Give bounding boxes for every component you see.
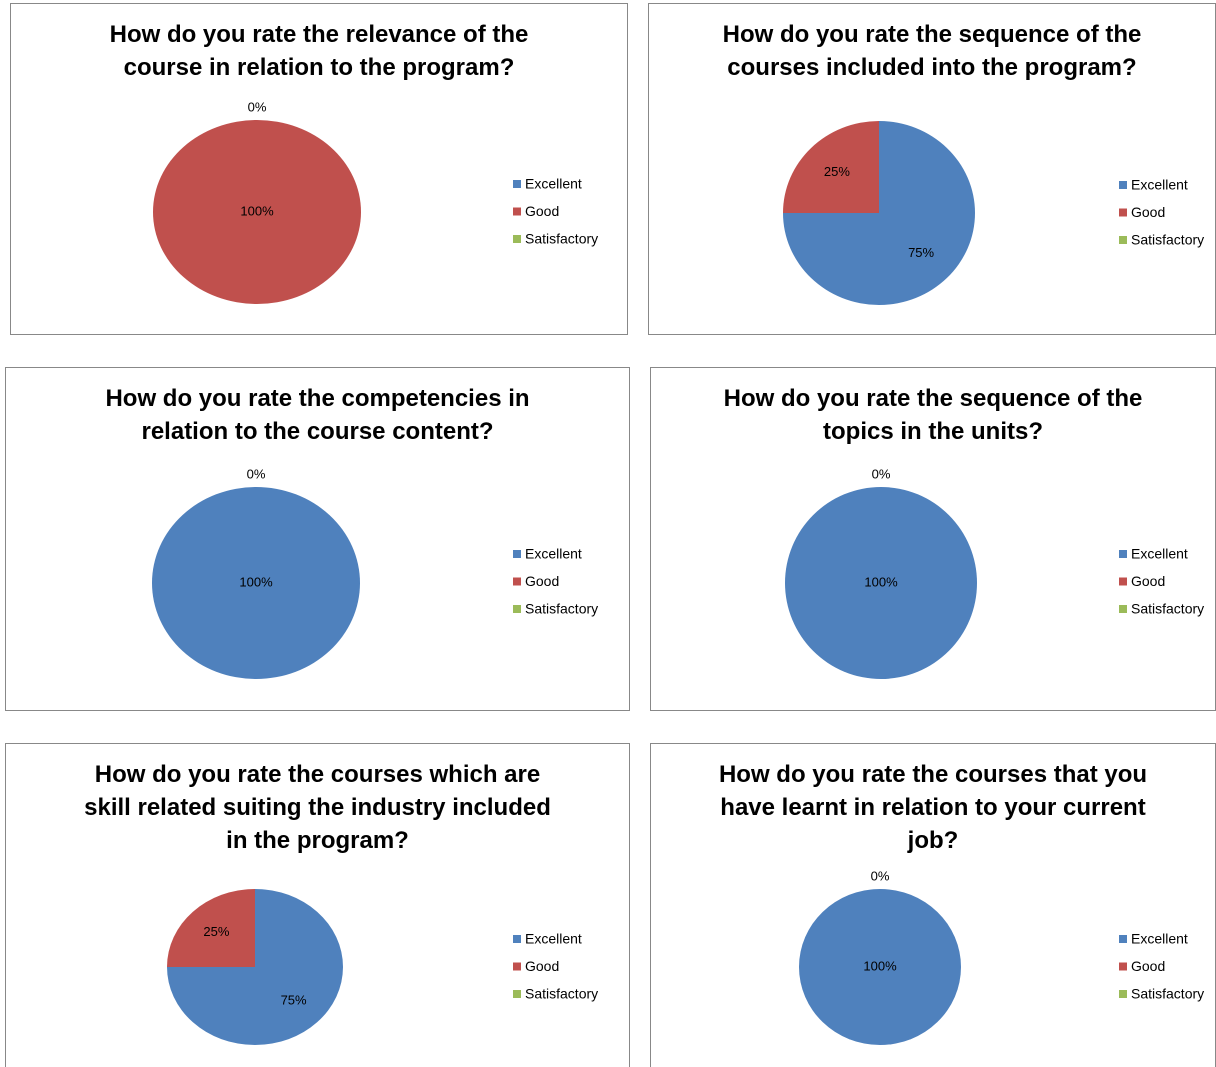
legend-swatch [1119, 181, 1127, 189]
legend-label: Satisfactory [525, 601, 598, 617]
chart-panel: How do you rate the courses which are sk… [5, 743, 630, 1067]
chart-title: How do you rate the competencies in rela… [105, 385, 530, 445]
chart-panel: How do you rate the sequence of the topi… [650, 367, 1216, 711]
chart-title: How do you rate the sequence of the cour… [722, 21, 1142, 81]
legend-label: Excellent [525, 931, 582, 947]
pie-slice [153, 120, 361, 304]
data-label: 100% [864, 574, 898, 589]
legend-swatch [1119, 962, 1127, 971]
data-label: 75% [908, 245, 934, 260]
legend-label: Good [525, 573, 559, 589]
legend-swatch [1119, 935, 1127, 943]
chart: 75% 25% Excellent Good Satisfactory [167, 889, 598, 1045]
pie-slice [167, 889, 255, 967]
pie-slice [783, 121, 879, 213]
legend-label: Satisfactory [525, 231, 598, 247]
chart-panel: How do you rate the courses that you hav… [650, 743, 1216, 1067]
legend-label: Excellent [1131, 931, 1188, 947]
legend-swatch [1119, 605, 1127, 613]
legend-swatch [513, 180, 521, 188]
chart: 75% 25% Excellent Good Satisfactory [783, 121, 1204, 305]
legend-label: Good [525, 203, 559, 219]
legend-swatch [1119, 577, 1127, 586]
chart: 100% 0% Excellent Good Satisfactory [152, 466, 598, 679]
legend-label: Good [525, 958, 559, 974]
data-label: 0% [871, 868, 890, 883]
data-label: 100% [239, 574, 273, 589]
chart: 100% 0% Excellent Good Satisfactory [799, 868, 1204, 1045]
legend-label: Satisfactory [1131, 986, 1204, 1002]
data-label: 0% [872, 466, 891, 481]
legend-swatch [513, 550, 521, 558]
legend-swatch [1119, 208, 1127, 217]
legend-swatch [513, 207, 521, 216]
legend-label: Excellent [525, 176, 582, 192]
chart-title: How do you rate the courses which are sk… [84, 761, 551, 854]
chart-panel: How do you rate the sequence of the cour… [648, 3, 1216, 335]
legend-label: Excellent [1131, 177, 1188, 193]
pie-slice [785, 487, 977, 679]
legend-label: Good [1131, 573, 1165, 589]
data-label: 0% [248, 99, 267, 114]
legend-label: Good [1131, 958, 1165, 974]
chart: 100% 0% Excellent Good Satisfactory [785, 466, 1204, 679]
legend-swatch [513, 935, 521, 943]
chart-title: How do you rate the sequence of the topi… [723, 385, 1143, 445]
legend-swatch [513, 990, 521, 998]
legend-swatch [513, 577, 521, 586]
chart-title: How do you rate the relevance of the cou… [109, 21, 529, 81]
data-label: 25% [824, 164, 850, 179]
data-label: 0% [247, 466, 266, 481]
data-label: 100% [240, 203, 274, 218]
legend-label: Satisfactory [1131, 232, 1204, 248]
legend-swatch [1119, 550, 1127, 558]
legend-swatch [513, 235, 521, 243]
legend-label: Satisfactory [1131, 601, 1204, 617]
pie-slice [152, 487, 360, 679]
data-label: 75% [281, 993, 307, 1008]
legend-swatch [513, 605, 521, 613]
data-label: 25% [203, 924, 229, 939]
legend-label: Excellent [525, 546, 582, 562]
data-label: 100% [863, 958, 897, 973]
pie-slice [799, 889, 961, 1045]
legend-swatch [1119, 990, 1127, 998]
chart-title: How do you rate the courses that you hav… [718, 761, 1148, 854]
legend-label: Satisfactory [525, 986, 598, 1002]
legend-swatch [1119, 236, 1127, 244]
chart: 0% 100% Excellent Good Satisfactory [153, 99, 598, 304]
legend-label: Excellent [1131, 546, 1188, 562]
legend-swatch [513, 962, 521, 971]
legend-label: Good [1131, 204, 1165, 220]
chart-panel: How do you rate the competencies in rela… [5, 367, 630, 711]
chart-panel: How do you rate the relevance of the cou… [10, 3, 628, 335]
